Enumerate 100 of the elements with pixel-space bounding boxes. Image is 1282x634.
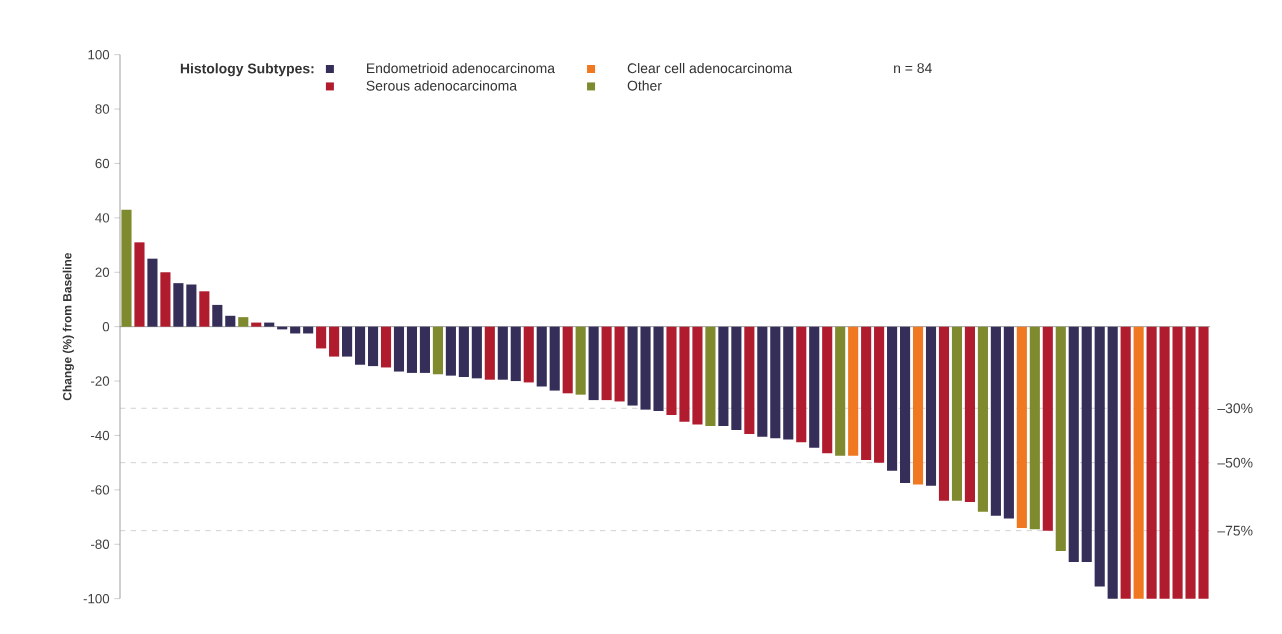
bar (523, 326, 534, 383)
bar (212, 304, 223, 327)
bar (822, 326, 833, 454)
bar (796, 326, 807, 443)
bar (977, 326, 988, 512)
bar (342, 326, 353, 357)
bar (1185, 326, 1196, 599)
bar (134, 242, 145, 327)
bar (874, 326, 885, 463)
legend-label: Endometrioid adenocarcinoma (367, 62, 556, 74)
bar (121, 209, 132, 327)
bar (251, 322, 262, 327)
bar (1068, 326, 1079, 562)
bar (264, 322, 275, 327)
bar (848, 326, 859, 456)
bar (887, 326, 898, 471)
bar (406, 326, 418, 373)
bar (1029, 326, 1040, 530)
bar (809, 326, 820, 448)
bar (938, 326, 950, 501)
bar (1146, 326, 1157, 599)
bar (1107, 326, 1118, 599)
y-tick-label: 80 (95, 104, 110, 114)
bar (1003, 326, 1014, 519)
bar (575, 326, 586, 395)
bar (835, 326, 846, 456)
bar (536, 326, 547, 387)
bar (186, 284, 197, 327)
bar (951, 326, 963, 501)
bar (640, 326, 651, 410)
bar (666, 326, 677, 416)
bar (238, 317, 249, 327)
bar (367, 326, 379, 367)
y-tick-label: 20 (95, 267, 110, 277)
y-tick-label: -20 (91, 376, 110, 386)
y-axis-title: Change (%) from Baseline (62, 253, 74, 401)
bar (471, 326, 482, 379)
legend-label: Clear cell adenocarcinoma (627, 62, 793, 74)
legend-label: Other (627, 80, 662, 91)
bar (1055, 326, 1066, 552)
bar (757, 326, 768, 437)
bar (199, 291, 210, 327)
bar (510, 326, 521, 382)
bar (783, 326, 794, 440)
bar (316, 326, 327, 349)
bar (1120, 326, 1131, 599)
bar (562, 326, 573, 394)
bar (627, 326, 638, 406)
bar (225, 315, 236, 327)
y-tick-label: 40 (95, 213, 110, 223)
bar (393, 326, 405, 372)
y-tick-label: 100 (88, 49, 110, 60)
bar (1016, 326, 1027, 528)
bar (1042, 326, 1053, 531)
bar (497, 326, 508, 380)
bar (173, 283, 184, 327)
ref-line-label: –50% (1217, 457, 1253, 468)
bar (380, 326, 392, 368)
y-tick-label: -80 (91, 539, 110, 549)
bar (990, 326, 1001, 516)
bar (731, 326, 742, 431)
bar (329, 326, 340, 357)
bar (1172, 326, 1183, 599)
bar (614, 326, 625, 402)
bar (705, 326, 716, 426)
bar (679, 326, 690, 422)
annotation: n = 84 (894, 63, 932, 74)
bar (1198, 326, 1209, 599)
bar (1081, 326, 1092, 562)
bar (147, 258, 158, 327)
bar (601, 326, 612, 401)
legend-label: Serous adenocarcinoma (366, 80, 518, 91)
bar (1159, 326, 1170, 599)
bar (900, 326, 911, 484)
ref-line-label: –75% (1217, 525, 1253, 536)
bar (355, 326, 366, 365)
bar (653, 326, 664, 411)
bar (744, 326, 755, 435)
bar (160, 272, 171, 327)
y-tick-label: -100 (83, 593, 110, 604)
bar (484, 326, 495, 380)
legend-title: Histology Subtypes: (180, 63, 314, 77)
y-tick-label: 60 (95, 158, 110, 169)
bar (925, 326, 937, 486)
bar (692, 326, 703, 425)
bar (432, 326, 443, 375)
ref-line-label: –30% (1217, 403, 1253, 414)
bar (588, 326, 599, 401)
bar (912, 326, 924, 485)
y-tick-label: 0 (102, 321, 110, 332)
bar (1133, 326, 1144, 599)
bar (770, 326, 781, 439)
bar (549, 326, 560, 391)
bar (458, 326, 469, 377)
bar (1094, 326, 1105, 587)
y-tick-label: -40 (91, 430, 110, 441)
bar (964, 326, 975, 503)
bar (419, 326, 430, 373)
y-tick-label: -60 (91, 485, 110, 495)
bar (861, 326, 872, 460)
